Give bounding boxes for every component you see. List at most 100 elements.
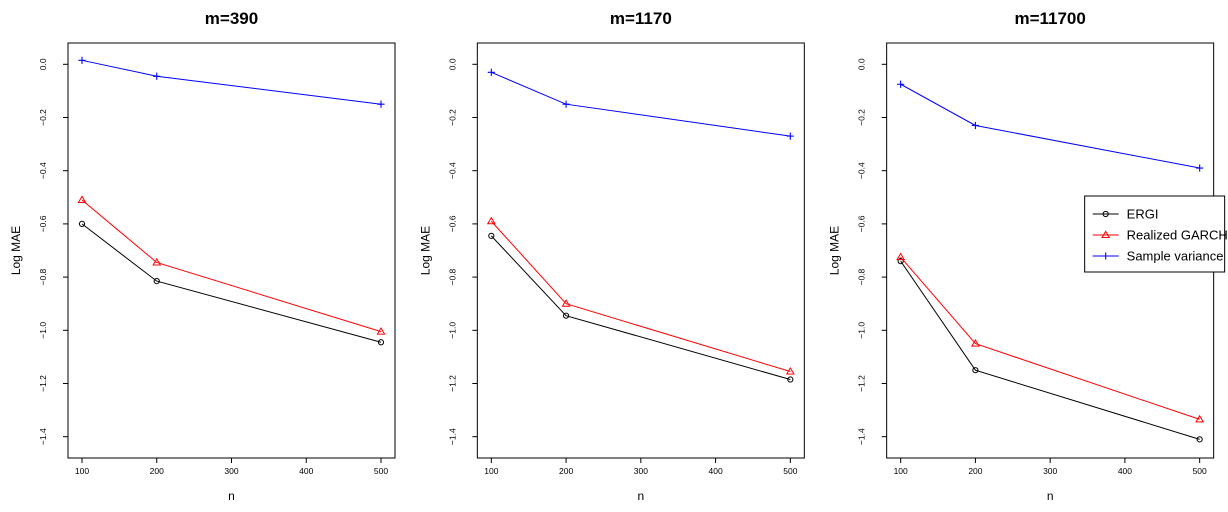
data-point	[377, 339, 385, 346]
y-axis-label: Log MAE	[9, 226, 23, 275]
data-point	[562, 100, 570, 108]
y-tick-label: −0.4	[447, 162, 457, 179]
y-axis-label: Log MAE	[418, 226, 432, 275]
legend: ERGI Realized GARCH Sample variance	[1084, 195, 1228, 273]
x-tick-label: 400	[299, 466, 313, 476]
y-tick-label: −1.0	[38, 322, 48, 339]
x-tick-label: 400	[708, 466, 722, 476]
y-tick-label: −1.2	[38, 375, 48, 392]
x-axis-label: n	[637, 489, 644, 503]
legend-marker	[1101, 230, 1111, 239]
data-point	[786, 132, 794, 140]
x-tick-label: 100	[894, 466, 908, 476]
series-triangle	[77, 195, 386, 335]
series-line	[81, 199, 382, 333]
series-line	[81, 59, 382, 105]
data-point	[152, 257, 162, 266]
y-tick-label: −0.8	[38, 268, 48, 285]
x-tick-label: 200	[150, 466, 164, 476]
data-point	[897, 258, 904, 265]
y-tick-label: −0.2	[857, 109, 867, 126]
data-point	[486, 216, 496, 225]
series-circle	[897, 258, 1203, 443]
chart-panel-1: m=390 100 200 300 400 500 n 0.0 −0.2 −0.4 −0.6 −0.8…	[9, 9, 396, 503]
y-tick-label: −0.6	[447, 215, 457, 232]
legend-entry: ERGI	[1127, 207, 1159, 222]
series-line	[490, 235, 791, 380]
y-tick-label: −0.2	[38, 109, 48, 126]
data-point	[897, 80, 905, 88]
x-tick-label: 200	[559, 466, 573, 476]
series-line	[900, 256, 1200, 420]
data-point	[78, 56, 86, 64]
data-point	[785, 366, 795, 375]
series-triangle	[486, 216, 795, 375]
data-point	[972, 367, 979, 374]
x-axis-label: n	[1047, 489, 1054, 503]
legend-box	[1084, 195, 1226, 273]
y-tick-label: −0.6	[857, 215, 867, 232]
data-point	[377, 100, 385, 108]
y-tick-label: −0.8	[447, 268, 457, 285]
series-plus	[897, 80, 1204, 172]
x-tick-label: 500	[783, 466, 797, 476]
data-point	[896, 252, 906, 261]
series-circle	[488, 232, 794, 383]
data-point	[153, 277, 160, 285]
x-tick-label: 400	[1118, 466, 1132, 476]
y-tick-label: −0.6	[38, 215, 48, 232]
y-tick-label: −0.4	[857, 162, 867, 179]
y-tick-label: 0.0	[857, 58, 867, 70]
y-tick-label: −1.4	[447, 428, 457, 445]
data-point	[77, 195, 87, 203]
legend-entry: Realized GARCH	[1127, 228, 1228, 243]
data-point	[487, 68, 495, 76]
data-point	[787, 376, 794, 383]
series-line	[490, 220, 791, 373]
x-tick-label: 200	[968, 466, 982, 476]
legend-marker	[1102, 252, 1110, 260]
y-tick-label: −1.2	[447, 375, 457, 392]
y-tick-label: −1.2	[857, 375, 867, 392]
chart-panel-2: m=1170 100 200 300 400 500 n 0.0 −0.2 −0.4 −0.6 −0.…	[418, 9, 805, 503]
x-tick-label: 500	[374, 466, 388, 476]
y-tick-label: −1.4	[857, 428, 867, 445]
y-axis-label: Log MAE	[828, 226, 842, 275]
data-point	[971, 121, 980, 130]
x-tick-label: 100	[484, 466, 498, 476]
data-point	[561, 299, 571, 307]
data-point	[562, 312, 570, 319]
chart-title: m=1170	[610, 9, 672, 28]
data-point	[376, 327, 386, 335]
x-tick-label: 300	[224, 466, 238, 476]
y-tick-label: −1.4	[38, 428, 48, 445]
y-tick-label: −0.2	[447, 109, 457, 126]
chart-title: m=11700	[1014, 9, 1085, 28]
series-circle	[78, 220, 385, 346]
y-tick-label: −0.4	[38, 162, 48, 179]
series-plus	[78, 56, 385, 108]
series-line	[900, 83, 1200, 169]
data-point	[488, 232, 495, 239]
data-point	[153, 72, 161, 80]
chart-panel-3: m=11700 100 200 300 400 500 n 0.0 −0.2 −0.4 −0.6 −0…	[828, 9, 1228, 503]
legend-entry: Sample variance	[1127, 249, 1224, 264]
y-tick-label: 0.0	[447, 58, 457, 70]
series-plus	[487, 68, 794, 140]
data-point	[78, 220, 86, 227]
legend-marker	[1102, 210, 1109, 218]
data-point	[1195, 414, 1205, 423]
x-tick-label: 300	[1043, 466, 1057, 476]
series-line	[81, 223, 382, 343]
x-tick-label: 300	[634, 466, 648, 476]
plot-frame	[476, 42, 805, 459]
series-line	[491, 71, 791, 137]
x-tick-label: 100	[75, 466, 89, 476]
y-tick-label: −1.0	[447, 322, 457, 339]
y-tick-label: 0.0	[38, 58, 48, 70]
y-tick-label: −0.8	[857, 268, 867, 285]
data-point	[1196, 436, 1203, 443]
chart-title: m=390	[205, 9, 258, 28]
data-point	[1196, 164, 1204, 172]
